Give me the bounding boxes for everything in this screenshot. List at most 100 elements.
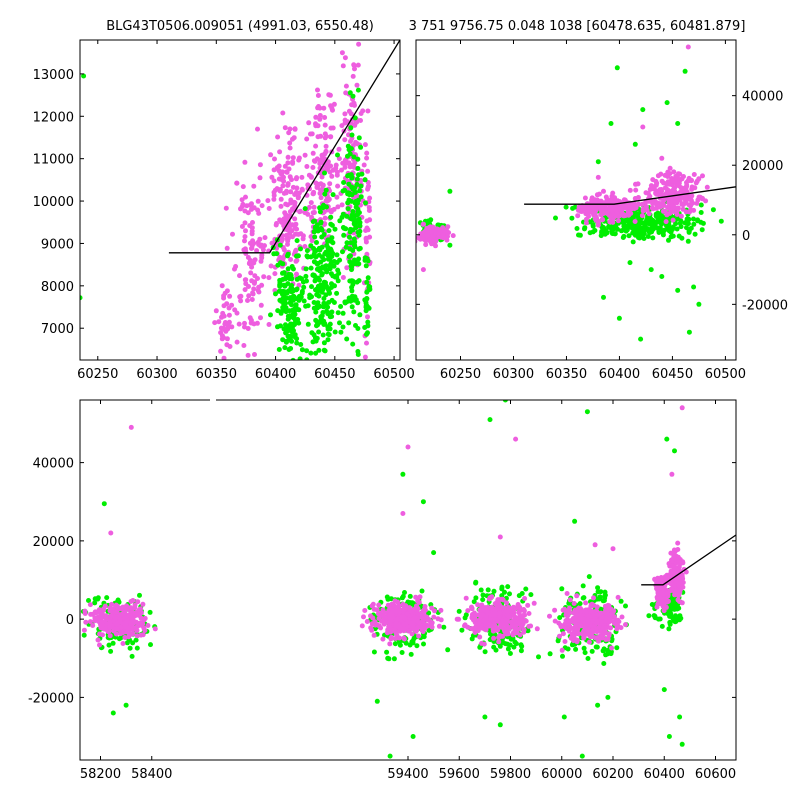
data-point <box>463 595 469 601</box>
data-point <box>349 304 355 310</box>
data-point <box>344 240 350 246</box>
data-point <box>672 448 677 454</box>
data-point <box>413 594 419 600</box>
top-right-model-line <box>524 186 736 205</box>
data-point <box>248 270 254 276</box>
x-tick-label: 60350 <box>196 367 237 382</box>
data-point <box>292 322 297 328</box>
data-point <box>704 184 710 190</box>
data-point <box>609 207 615 213</box>
data-point <box>496 639 502 645</box>
data-point <box>305 303 311 309</box>
data-point <box>419 588 425 594</box>
data-point <box>492 613 498 619</box>
data-point <box>247 315 253 321</box>
data-point <box>324 243 330 248</box>
data-point <box>86 598 91 603</box>
data-point <box>618 206 624 212</box>
data-point <box>317 105 323 111</box>
data-point <box>130 640 136 646</box>
data-point <box>600 217 606 223</box>
data-point <box>122 635 128 640</box>
data-point <box>355 166 361 171</box>
data-point <box>340 249 345 255</box>
data-point <box>359 623 365 629</box>
data-point <box>402 590 407 595</box>
data-point <box>387 605 393 611</box>
data-point <box>420 236 426 242</box>
data-point <box>335 267 341 273</box>
data-point <box>366 205 372 210</box>
data-point <box>365 185 371 191</box>
data-point <box>331 101 337 107</box>
data-point <box>667 573 673 579</box>
data-point <box>258 243 264 249</box>
data-point <box>280 183 286 189</box>
x-tick-label: 60250 <box>77 367 118 382</box>
data-point <box>685 44 691 50</box>
data-point <box>710 207 716 213</box>
data-point <box>356 246 362 252</box>
x-tick-label: 59600 <box>439 767 480 782</box>
data-point <box>219 336 225 342</box>
data-point <box>334 169 340 175</box>
data-point <box>114 626 120 631</box>
data-point <box>316 347 322 353</box>
data-point <box>278 196 284 202</box>
data-point <box>142 628 148 633</box>
data-point <box>597 594 603 600</box>
data-point <box>646 229 652 235</box>
data-point <box>347 90 353 96</box>
data-point <box>515 602 521 607</box>
data-point <box>249 225 255 231</box>
data-point <box>332 226 338 232</box>
y-tick-label: 9000 <box>41 237 74 252</box>
data-point <box>311 189 317 195</box>
data-point <box>342 300 348 306</box>
data-point <box>325 326 331 332</box>
data-point <box>311 204 317 210</box>
data-point <box>483 622 489 628</box>
data-point <box>595 222 601 228</box>
data-point <box>311 253 317 259</box>
data-point <box>557 633 562 639</box>
data-point <box>696 176 702 182</box>
data-point <box>352 239 358 245</box>
data-point <box>323 149 329 155</box>
data-point <box>313 121 318 127</box>
data-point <box>502 400 508 403</box>
data-point <box>586 639 592 645</box>
data-point <box>396 635 402 641</box>
data-point <box>605 648 611 653</box>
data-point <box>674 208 680 214</box>
data-point <box>384 649 390 655</box>
data-point <box>249 264 255 270</box>
data-point <box>288 257 294 262</box>
data-point <box>322 135 328 141</box>
data-point <box>273 291 278 297</box>
data-point <box>688 178 694 184</box>
data-point <box>368 625 374 631</box>
data-point <box>318 219 324 225</box>
data-point <box>580 631 586 637</box>
data-point <box>507 651 513 656</box>
data-point <box>266 275 272 281</box>
data-point <box>572 518 578 524</box>
data-point <box>512 621 518 627</box>
data-point <box>335 204 341 210</box>
data-point <box>335 310 341 316</box>
data-point <box>508 636 514 642</box>
data-point <box>603 607 609 613</box>
data-point <box>478 614 484 620</box>
data-point <box>602 593 608 599</box>
data-point <box>242 220 248 226</box>
data-point <box>350 162 356 168</box>
data-point <box>287 145 293 151</box>
data-point <box>212 320 218 326</box>
data-point <box>328 221 334 227</box>
data-point <box>117 605 123 611</box>
data-point <box>525 602 531 608</box>
data-point <box>363 263 369 269</box>
data-point <box>339 214 345 220</box>
data-point <box>224 336 230 342</box>
